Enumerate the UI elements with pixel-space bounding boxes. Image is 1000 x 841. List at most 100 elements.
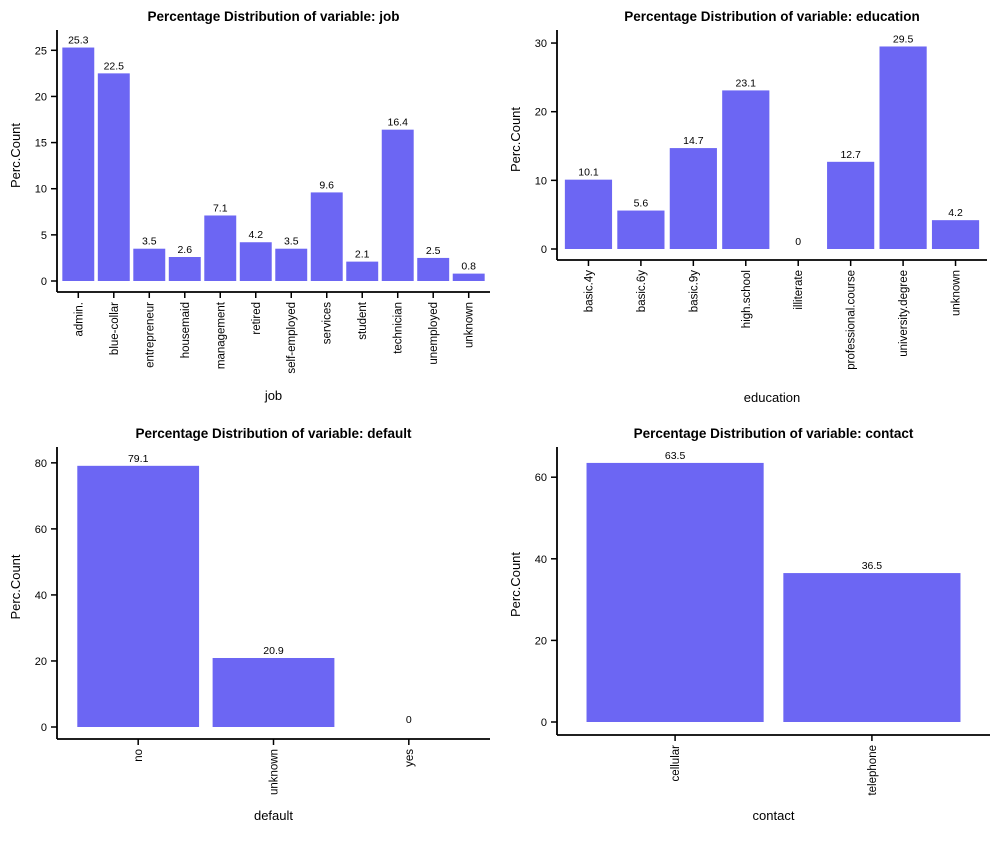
y-tick-label: 40 [535, 554, 547, 566]
bar-value-label: 63.5 [665, 450, 686, 462]
x-tick-label: yes [404, 749, 416, 767]
y-axis-title: Perc.Count [508, 552, 523, 617]
bar-value-label: 3.5 [284, 236, 299, 248]
x-tick-label: basic.4y [583, 270, 595, 312]
bar [204, 215, 237, 281]
y-tick-label: 0 [41, 722, 47, 734]
y-tick-label: 30 [535, 38, 547, 50]
bar [212, 657, 335, 727]
y-tick-label: 40 [35, 590, 47, 602]
y-tick-label: 20 [535, 635, 547, 647]
y-tick-label: 80 [35, 458, 47, 470]
x-tick-label: retired [251, 302, 263, 335]
bar [783, 573, 961, 722]
bar-value-label: 5.6 [634, 198, 649, 210]
x-axis-title: job [264, 388, 282, 403]
x-tick-label: university.degree [898, 270, 910, 357]
y-axis-title: Perc.Count [8, 123, 23, 188]
bar [564, 179, 613, 249]
bar-value-label: 4.2 [948, 207, 963, 219]
bar [827, 161, 875, 249]
bar-value-label: 20.9 [263, 645, 284, 657]
bar [275, 248, 308, 281]
chart-title: Percentage Distribution of variable: def… [135, 426, 412, 441]
y-tick-label: 20 [535, 107, 547, 119]
x-tick-label: basic.6y [636, 270, 648, 312]
x-tick-label: no [133, 749, 145, 762]
x-tick-label: telephone [867, 745, 879, 796]
bar [879, 46, 927, 250]
bar-value-label: 16.4 [388, 117, 409, 129]
y-tick-label: 20 [35, 656, 47, 668]
x-axis-title: education [744, 390, 800, 405]
x-tick-label: blue-collar [109, 302, 121, 355]
bar [62, 47, 95, 282]
y-tick-label: 60 [35, 524, 47, 536]
x-tick-label: housemaid [180, 302, 192, 358]
bar [452, 273, 485, 281]
bar [97, 73, 130, 281]
chart-title: Percentage Distribution of variable: edu… [624, 9, 920, 24]
x-tick-label: basic.9y [688, 270, 700, 312]
x-tick-label: unknown [951, 270, 963, 316]
x-axis-title: contact [753, 808, 795, 823]
bar-value-label: 23.1 [736, 77, 757, 89]
x-tick-label: student [357, 301, 369, 340]
bar [346, 261, 379, 281]
y-tick-label: 15 [35, 138, 47, 150]
bar-value-label: 12.7 [840, 149, 861, 161]
x-tick-label: admin. [73, 302, 85, 337]
bar-value-label: 0.8 [461, 261, 476, 273]
bar-value-label: 0 [406, 714, 412, 726]
bar-value-label: 79.1 [128, 453, 149, 465]
bar-value-label: 2.6 [177, 244, 192, 256]
y-tick-label: 25 [35, 45, 47, 57]
x-tick-label: technician [393, 302, 405, 354]
chart-panel-contact: Percentage Distribution of variable: con… [508, 426, 990, 823]
bar [381, 129, 414, 281]
y-tick-label: 0 [41, 276, 47, 288]
x-tick-label: unknown [269, 749, 281, 795]
bar-value-label: 4.2 [248, 229, 263, 241]
bar [669, 148, 717, 249]
y-tick-label: 0 [541, 244, 547, 256]
bar-value-label: 14.7 [683, 135, 704, 147]
chart-panel-job: Percentage Distribution of variable: job… [8, 9, 490, 403]
y-tick-label: 0 [541, 717, 547, 729]
bar-value-label: 3.5 [142, 236, 157, 248]
chart-panel-education: Percentage Distribution of variable: edu… [508, 9, 987, 405]
bar [239, 242, 272, 281]
x-tick-label: management [215, 301, 227, 369]
bar-value-label: 10.1 [578, 167, 599, 179]
y-axis-title: Perc.Count [8, 554, 23, 619]
x-tick-label: services [322, 302, 334, 344]
bar [931, 220, 980, 249]
bar [617, 210, 665, 249]
y-tick-label: 60 [535, 472, 547, 484]
bar-value-label: 36.5 [862, 560, 883, 572]
x-tick-label: entrepreneur [144, 302, 156, 368]
bar [133, 248, 166, 281]
x-tick-label: professional.course [846, 270, 858, 370]
bar-value-label: 2.1 [355, 249, 370, 261]
bar [586, 462, 764, 722]
bar-value-label: 2.5 [426, 245, 441, 257]
x-tick-label: unemployed [428, 302, 440, 365]
x-tick-label: cellular [670, 745, 682, 782]
chart-title: Percentage Distribution of variable: con… [634, 426, 914, 441]
bar [168, 257, 201, 281]
bar [77, 465, 200, 727]
x-tick-label: high.school [741, 270, 753, 328]
y-tick-label: 10 [535, 175, 547, 187]
y-tick-label: 10 [35, 184, 47, 196]
x-tick-label: self-employed [286, 302, 298, 374]
bar-value-label: 25.3 [68, 35, 89, 47]
y-tick-label: 5 [41, 230, 47, 242]
x-tick-label: illiterate [793, 270, 805, 310]
y-axis-title: Perc.Count [508, 107, 523, 172]
bar-value-label: 29.5 [893, 33, 914, 45]
bar [722, 90, 770, 250]
chart-title: Percentage Distribution of variable: job [147, 9, 399, 24]
x-tick-label: unknown [464, 302, 476, 348]
